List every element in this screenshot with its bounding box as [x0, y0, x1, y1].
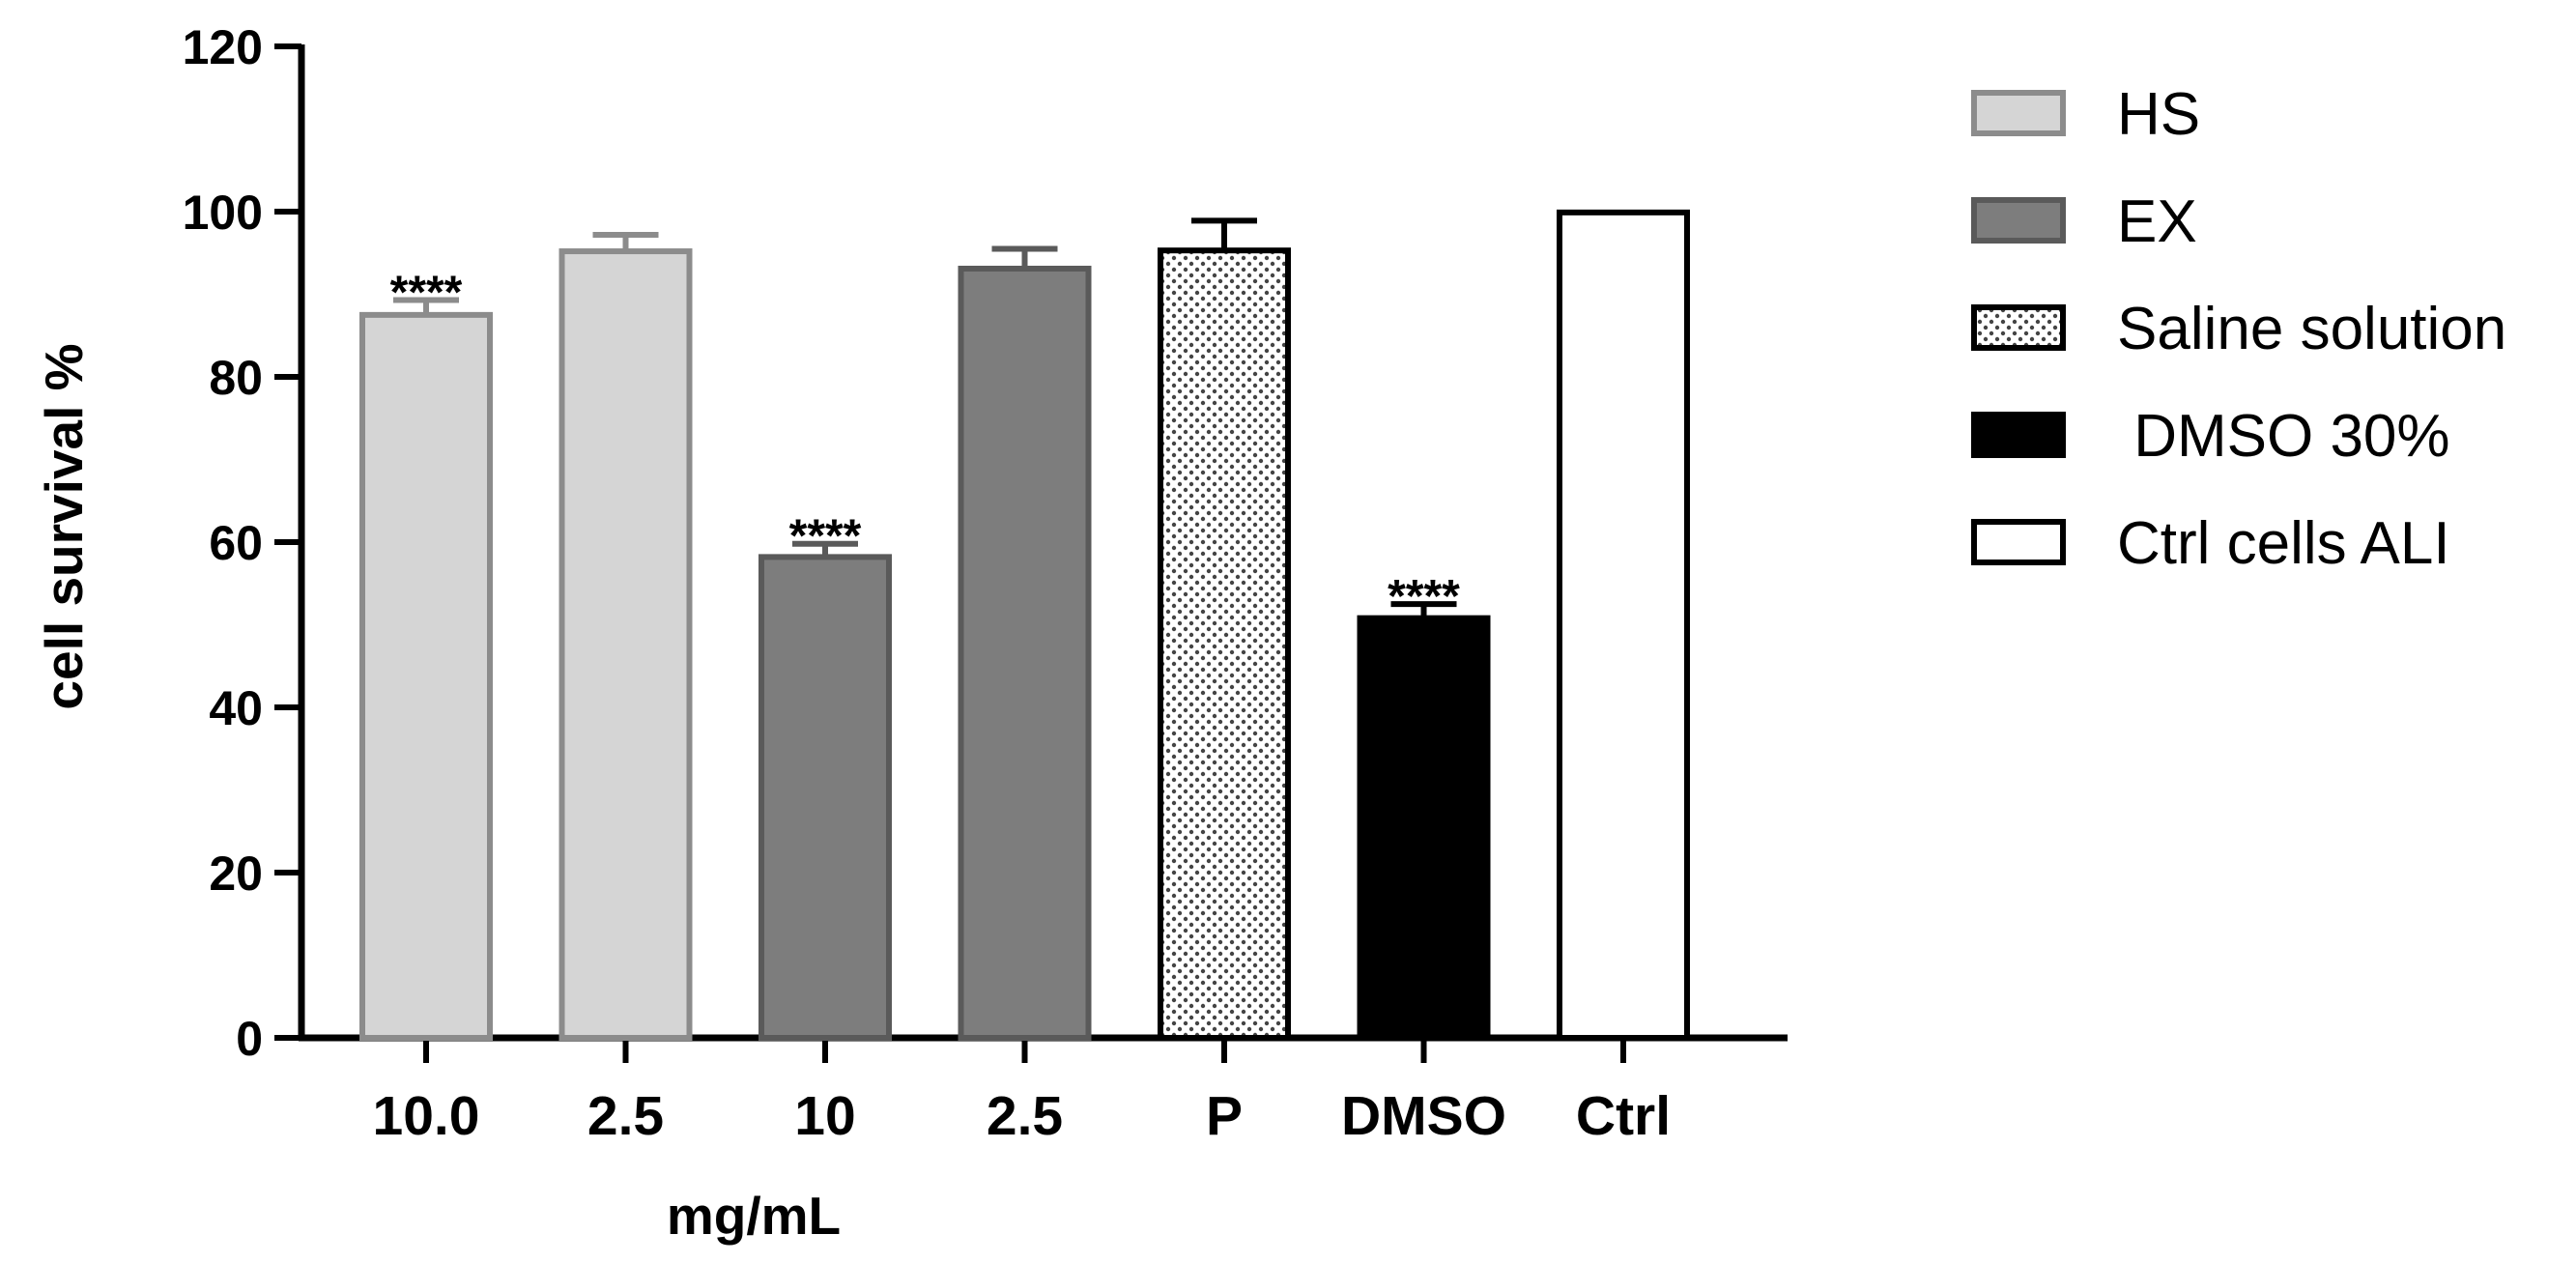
- y-axis-title: cell survival %: [34, 343, 94, 709]
- y-tick-label: 120: [183, 20, 263, 74]
- bar-4: [958, 265, 1092, 1041]
- y-tick-label: 40: [209, 681, 263, 735]
- significance-label: ****: [1388, 571, 1460, 622]
- legend-label: Saline solution: [2117, 296, 2506, 362]
- x-tick-label: 10: [794, 1085, 855, 1147]
- x-tick-label: P: [1206, 1085, 1243, 1147]
- significance-label: ****: [789, 511, 862, 562]
- y-tick-label: 60: [209, 516, 263, 570]
- legend: HS EX Saline solution DMSO 30% Ctrl cells A…: [1971, 81, 2506, 577]
- bar-2: [558, 248, 693, 1042]
- bar-5: [1158, 247, 1291, 1041]
- legend-swatch: [1971, 90, 2066, 136]
- bar-7: [1557, 209, 1690, 1042]
- legend-label: HS: [2117, 81, 2200, 148]
- x-tick-label: 2.5: [587, 1085, 664, 1147]
- significance-label: ****: [390, 267, 463, 318]
- x-tick-label: 10.0: [373, 1085, 480, 1147]
- y-tick-label: 0: [236, 1012, 263, 1066]
- legend-label: EX: [2117, 188, 2197, 255]
- y-axis: 0 20 40 60 80 100 120: [183, 20, 305, 1066]
- y-tick-label: 100: [183, 186, 263, 240]
- bars: **** **** ****: [359, 209, 1690, 1042]
- legend-swatch: [1971, 412, 2066, 458]
- x-axis: 10.0 2.5 10 2.5 P DMSO Ctrl: [299, 1034, 1788, 1147]
- y-tick-label: 80: [209, 351, 263, 405]
- bar-6: [1357, 615, 1491, 1041]
- legend-swatch: [1971, 519, 2066, 565]
- legend-swatch: [1971, 304, 2066, 351]
- x-tick-label: DMSO: [1341, 1085, 1506, 1147]
- legend-swatch: [1971, 197, 2066, 244]
- y-tick-label: 20: [209, 847, 263, 901]
- bar-3: [758, 554, 892, 1041]
- legend-label: DMSO 30%: [2117, 403, 2450, 470]
- x-axis-title: mg/mL: [667, 1186, 841, 1246]
- legend-label: Ctrl cells ALI: [2117, 510, 2450, 577]
- x-tick-label: Ctrl: [1576, 1085, 1671, 1147]
- x-tick-label: 2.5: [987, 1085, 1063, 1147]
- bar-1: [359, 311, 493, 1041]
